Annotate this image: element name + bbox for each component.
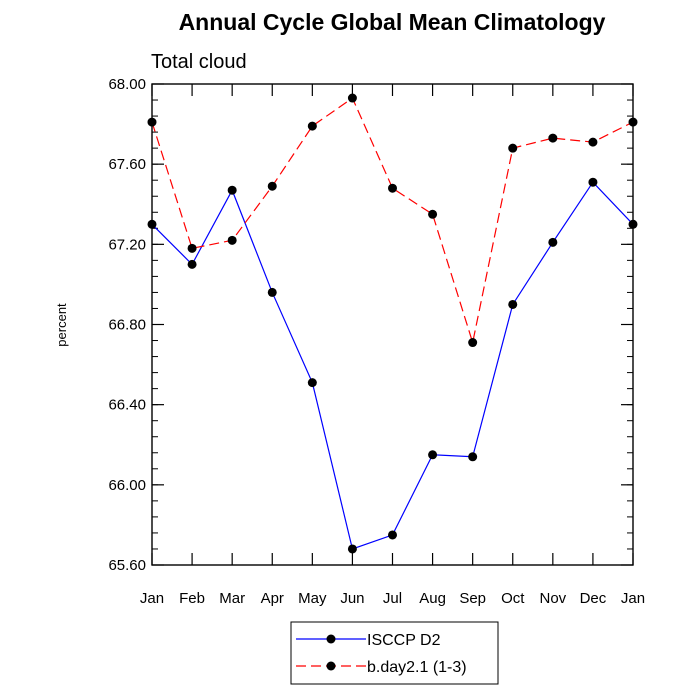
data-point bbox=[307, 378, 317, 388]
y-tick-label: 68.00 bbox=[108, 76, 146, 93]
data-point bbox=[548, 133, 558, 143]
data-point bbox=[227, 235, 237, 245]
series-line bbox=[151, 97, 634, 345]
x-tick-label: Mar bbox=[219, 590, 245, 607]
data-point bbox=[548, 237, 558, 247]
x-tick-label: Apr bbox=[261, 590, 284, 607]
x-tick-label: Dec bbox=[580, 590, 607, 607]
data-point bbox=[508, 143, 518, 153]
data-point bbox=[187, 243, 197, 253]
chart-subtitle: Total cloud bbox=[151, 51, 247, 73]
data-point bbox=[468, 452, 478, 462]
data-point bbox=[388, 530, 397, 540]
series-2 bbox=[147, 93, 638, 348]
y-tick-label: 65.60 bbox=[108, 557, 146, 574]
data-point bbox=[147, 219, 157, 229]
x-tick-label: Feb bbox=[179, 590, 205, 607]
data-point bbox=[267, 287, 277, 297]
legend-label: b.day2.1 (1-3) bbox=[367, 659, 467, 676]
x-tick-label: May bbox=[298, 590, 327, 607]
x-tick-label: Jun bbox=[340, 590, 364, 607]
data-point bbox=[428, 450, 438, 460]
data-point bbox=[588, 137, 598, 147]
data-point bbox=[347, 93, 357, 103]
legend: ISCCP D2 b.day2.1 (1-3) bbox=[290, 621, 499, 685]
data-point bbox=[388, 183, 397, 193]
y-tick-label: 66.80 bbox=[108, 317, 146, 334]
x-tick-label: Aug bbox=[419, 590, 446, 607]
series-1 bbox=[147, 177, 638, 554]
legend-items: ISCCP D2 b.day2.1 (1-3) bbox=[296, 632, 467, 676]
chart-title: Annual Cycle Global Mean Climatology bbox=[179, 9, 606, 35]
data-point bbox=[468, 338, 478, 348]
data-point bbox=[628, 219, 638, 229]
legend-marker bbox=[326, 661, 336, 671]
legend-item: ISCCP D2 bbox=[296, 632, 441, 649]
y-tick-label: 67.60 bbox=[108, 156, 146, 173]
legend-item: b.day2.1 (1-3) bbox=[296, 659, 467, 676]
x-tick-label: Jul bbox=[383, 590, 402, 607]
legend-marker bbox=[326, 634, 336, 644]
y-tick-label: 66.40 bbox=[108, 397, 146, 414]
data-point bbox=[588, 177, 598, 187]
x-tick-label: Jan bbox=[621, 590, 645, 607]
data-point bbox=[628, 117, 638, 127]
data-point bbox=[428, 209, 438, 219]
data-point bbox=[227, 185, 237, 195]
data-point bbox=[307, 121, 317, 131]
series-layer bbox=[147, 93, 638, 554]
y-tick-label: 66.00 bbox=[108, 477, 146, 494]
y-tick-label: 67.20 bbox=[108, 236, 146, 253]
data-point bbox=[187, 259, 197, 269]
x-tick-label: Jan bbox=[140, 590, 164, 607]
plot-frame bbox=[151, 83, 634, 566]
data-point bbox=[508, 299, 518, 309]
data-point bbox=[147, 117, 157, 127]
y-axis-label: percent bbox=[54, 303, 69, 347]
data-point bbox=[267, 181, 277, 191]
x-tick-label: Nov bbox=[539, 590, 566, 607]
legend-box bbox=[290, 621, 499, 685]
x-tick-label: Oct bbox=[501, 590, 525, 607]
legend-label: ISCCP D2 bbox=[367, 632, 441, 649]
x-tick-label: Sep bbox=[459, 590, 486, 607]
series-line bbox=[151, 181, 634, 550]
data-point bbox=[347, 544, 357, 554]
axes: 65.60 66.00 66.40 66.80 67.20 67.60 68.00 Jan Fe… bbox=[108, 76, 645, 607]
